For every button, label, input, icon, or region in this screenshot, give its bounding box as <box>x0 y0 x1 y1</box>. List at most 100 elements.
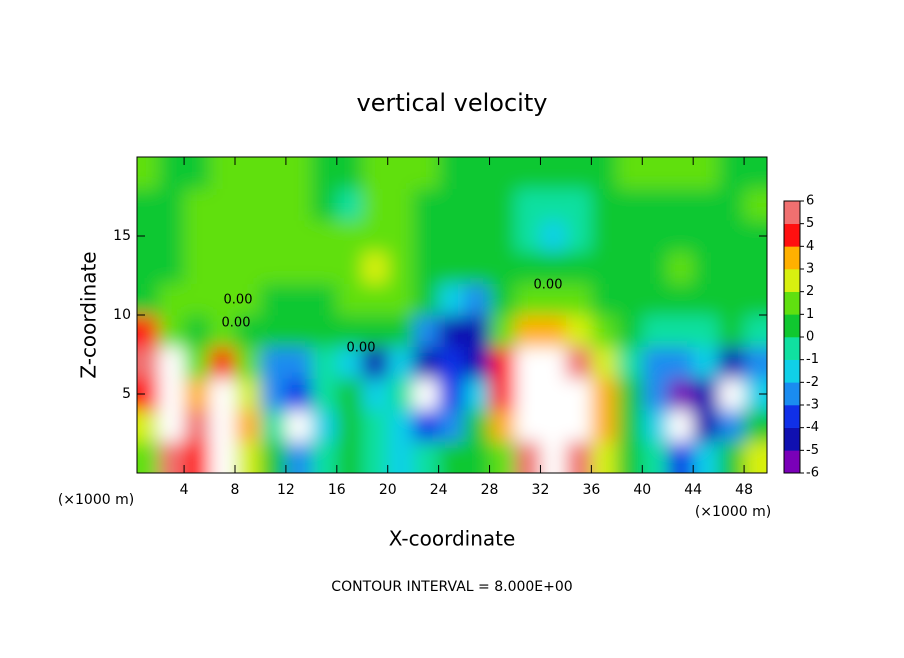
colorbar-swatch <box>784 269 800 292</box>
x-tick-label: 36 <box>582 482 600 498</box>
field-cell <box>693 346 720 379</box>
colorbar-swatch <box>784 246 800 270</box>
colorbar-swatch <box>784 382 800 406</box>
field-cell <box>209 346 236 379</box>
field-cell <box>591 346 618 379</box>
field-cell <box>616 409 643 442</box>
field-cell <box>137 283 160 316</box>
x-tick-label: 8 <box>231 482 240 498</box>
field-cell <box>137 188 160 221</box>
field-cell <box>362 220 389 253</box>
field-cell <box>438 409 465 442</box>
field-cell <box>489 188 516 221</box>
x-tick-label: 4 <box>180 482 189 498</box>
x-axis-label: X-coordinate <box>389 527 516 551</box>
field-cell <box>362 346 389 379</box>
field-cell <box>515 220 541 253</box>
field-cell <box>744 220 767 253</box>
field-cell <box>642 409 669 442</box>
contour-label: 0.00 <box>224 293 253 308</box>
field-cell <box>515 188 541 221</box>
field-cell <box>413 283 440 316</box>
field-cell <box>693 220 720 253</box>
field-cell <box>540 378 567 411</box>
field-cell <box>336 188 363 221</box>
field-cell <box>642 188 669 221</box>
field-cell <box>438 283 465 316</box>
y-tick-label: 15 <box>113 228 131 244</box>
field-cell <box>158 346 185 379</box>
field-cell <box>591 157 618 190</box>
field-cell <box>565 315 592 348</box>
field-cell <box>744 283 767 316</box>
field-cell <box>464 378 491 411</box>
field-cell <box>515 315 541 348</box>
field-cell <box>464 315 491 348</box>
contour-label: 0.00 <box>347 341 376 356</box>
field-cell <box>387 315 414 348</box>
field-cell <box>260 283 287 316</box>
field-cell <box>311 283 338 316</box>
field-cell <box>336 346 363 379</box>
field-cell <box>464 157 491 190</box>
field-cell <box>413 188 440 221</box>
field-cell <box>667 157 694 190</box>
field-cell <box>209 378 236 411</box>
field-cell <box>285 220 312 253</box>
field-cell <box>565 346 592 379</box>
field-cell <box>260 315 287 348</box>
field-cell <box>693 441 720 473</box>
field-cell <box>693 378 720 411</box>
colorbar-tick-label: -6 <box>806 466 819 481</box>
field-cell <box>260 409 287 442</box>
field-cell <box>464 441 491 473</box>
field-cell <box>184 315 211 348</box>
x-tick-label: 32 <box>532 482 550 498</box>
field-cell <box>387 157 414 190</box>
field-cell <box>336 220 363 253</box>
field-cell <box>489 441 516 473</box>
x-tick-label: 16 <box>328 482 346 498</box>
y-tick-label: 5 <box>122 386 131 402</box>
field-cell <box>667 441 694 473</box>
field-cell <box>285 283 312 316</box>
field-cell <box>311 378 338 411</box>
field-cell <box>540 441 567 473</box>
field-cell <box>413 441 440 473</box>
field-cell <box>235 315 261 348</box>
field-cell <box>718 441 745 473</box>
field-cell <box>336 441 363 473</box>
field-cell <box>137 409 160 442</box>
field-cell <box>235 441 261 473</box>
field-cell <box>744 378 767 411</box>
overlay: 4 8 12 16 20 24 28 32 36 40 44 48510150.000.000.000… <box>113 156 819 498</box>
field-cell <box>209 315 236 348</box>
colorbar-tick-label: -5 <box>806 443 819 458</box>
field-cell <box>285 346 312 379</box>
field-cell <box>235 378 261 411</box>
field-cell <box>311 220 338 253</box>
field-cell <box>489 378 516 411</box>
field-cell <box>260 220 287 253</box>
field-cell <box>693 157 720 190</box>
field-cell <box>235 283 261 316</box>
field-cell <box>184 378 211 411</box>
field-cell <box>209 188 236 221</box>
field-cell <box>438 188 465 221</box>
field-cell <box>158 188 185 221</box>
field-cell <box>387 346 414 379</box>
field-cell <box>489 409 516 442</box>
field-cell <box>336 283 363 316</box>
field-cell <box>311 251 338 284</box>
field-cell <box>464 346 491 379</box>
field-cell <box>285 188 312 221</box>
field-cell <box>413 378 440 411</box>
field-cell <box>235 220 261 253</box>
field-cell <box>137 157 160 190</box>
colorbar-tick-label: -3 <box>806 398 819 413</box>
field-cell <box>387 220 414 253</box>
y-tick-label: 10 <box>113 307 131 323</box>
field-cell <box>515 283 541 316</box>
field-cell <box>693 283 720 316</box>
field-cell <box>260 188 287 221</box>
